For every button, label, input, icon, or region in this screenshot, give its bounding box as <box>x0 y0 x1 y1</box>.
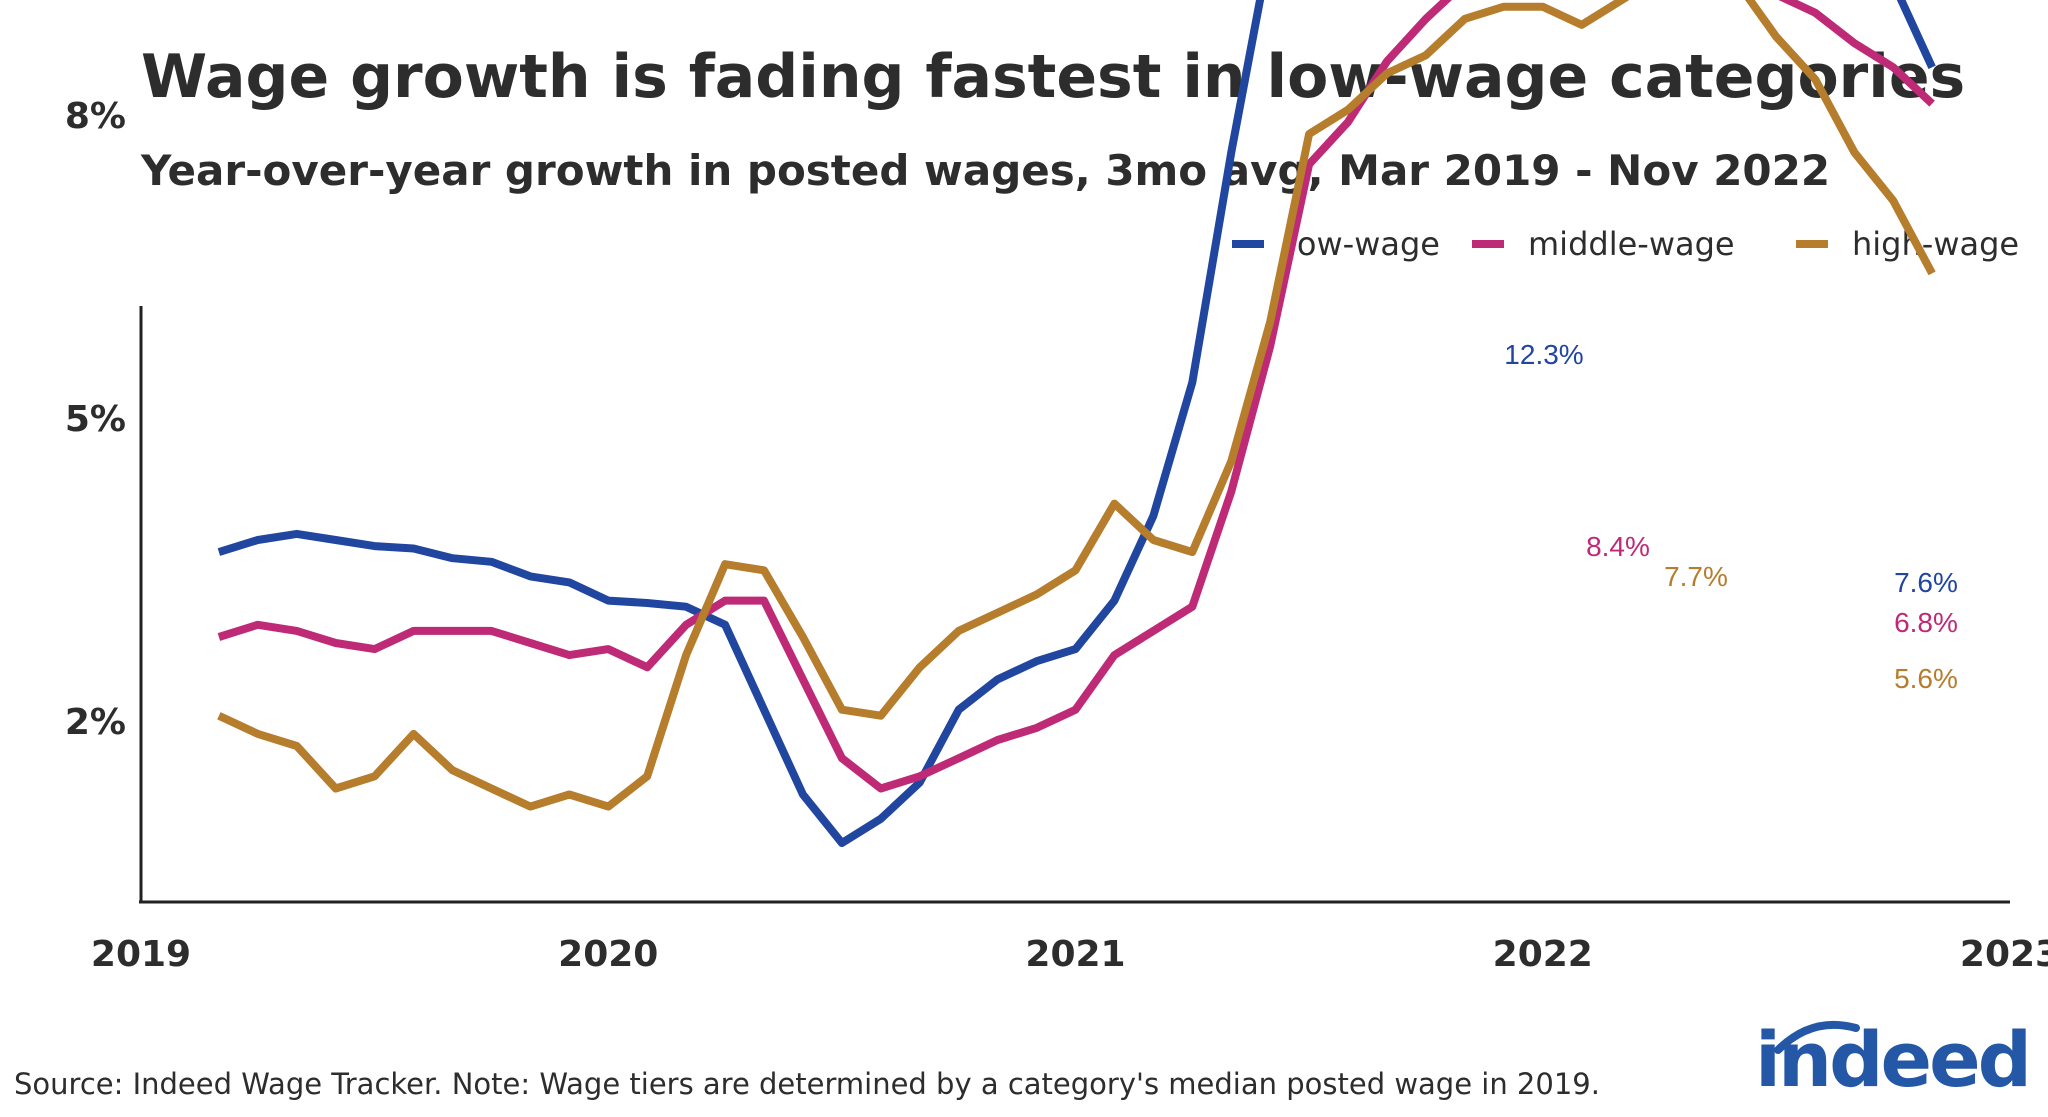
source-note: Source: Indeed Wage Tracker. Note: Wage … <box>14 1067 1600 1101</box>
y-tick-label: 2% <box>65 702 126 743</box>
x-tick-label: 2023 <box>1960 934 2048 975</box>
peak-label-high-wage: 7.7% <box>1664 561 1728 592</box>
y-axis-labels: 2%5%8%10%12% <box>65 96 126 743</box>
data-labels: 12.3% 7.6% 8.4% 6.8% 7.7% 5.6% <box>1504 339 1958 694</box>
legend-label-high-wage: high-wage <box>1852 225 2019 263</box>
legend: low-wage middle-wage high-wage <box>1232 225 2019 263</box>
y-tick-label: 5% <box>65 399 126 440</box>
indeed-logo-arc <box>1774 1020 1860 1054</box>
peak-label-middle-wage: 8.4% <box>1586 531 1650 562</box>
peak-label-low-wage: 12.3% <box>1504 339 1583 370</box>
series-line-low-wage <box>217 0 1936 847</box>
indeed-logo[interactable]: indeed <box>1755 1015 2032 1104</box>
x-tick-label: 2021 <box>1025 934 1125 975</box>
end-label-middle-wage: 6.8% <box>1894 607 1958 638</box>
end-label-low-wage: 7.6% <box>1894 567 1958 598</box>
end-label-high-wage: 5.6% <box>1894 663 1958 694</box>
chart-subtitle: Year-over-year growth in posted wages, 3… <box>141 146 1831 195</box>
chart-title: Wage growth is fading fastest in low-wag… <box>141 42 1966 112</box>
x-axis-labels: 2019 2020 2021 2022 2023 <box>91 934 2048 975</box>
x-tick-label: 2020 <box>558 934 658 975</box>
x-tick-label: 2022 <box>1493 934 1593 975</box>
legend-label-middle-wage: middle-wage <box>1528 225 1735 263</box>
y-tick-label: 8% <box>65 96 126 137</box>
series-lines <box>217 0 1936 847</box>
series-line-middle-wage <box>217 0 1935 793</box>
series-line-high-wage <box>217 0 1936 811</box>
legend-label-low-wage: low-wage <box>1288 225 1440 263</box>
x-tick-label: 2019 <box>91 934 191 975</box>
axes <box>139 306 2010 904</box>
